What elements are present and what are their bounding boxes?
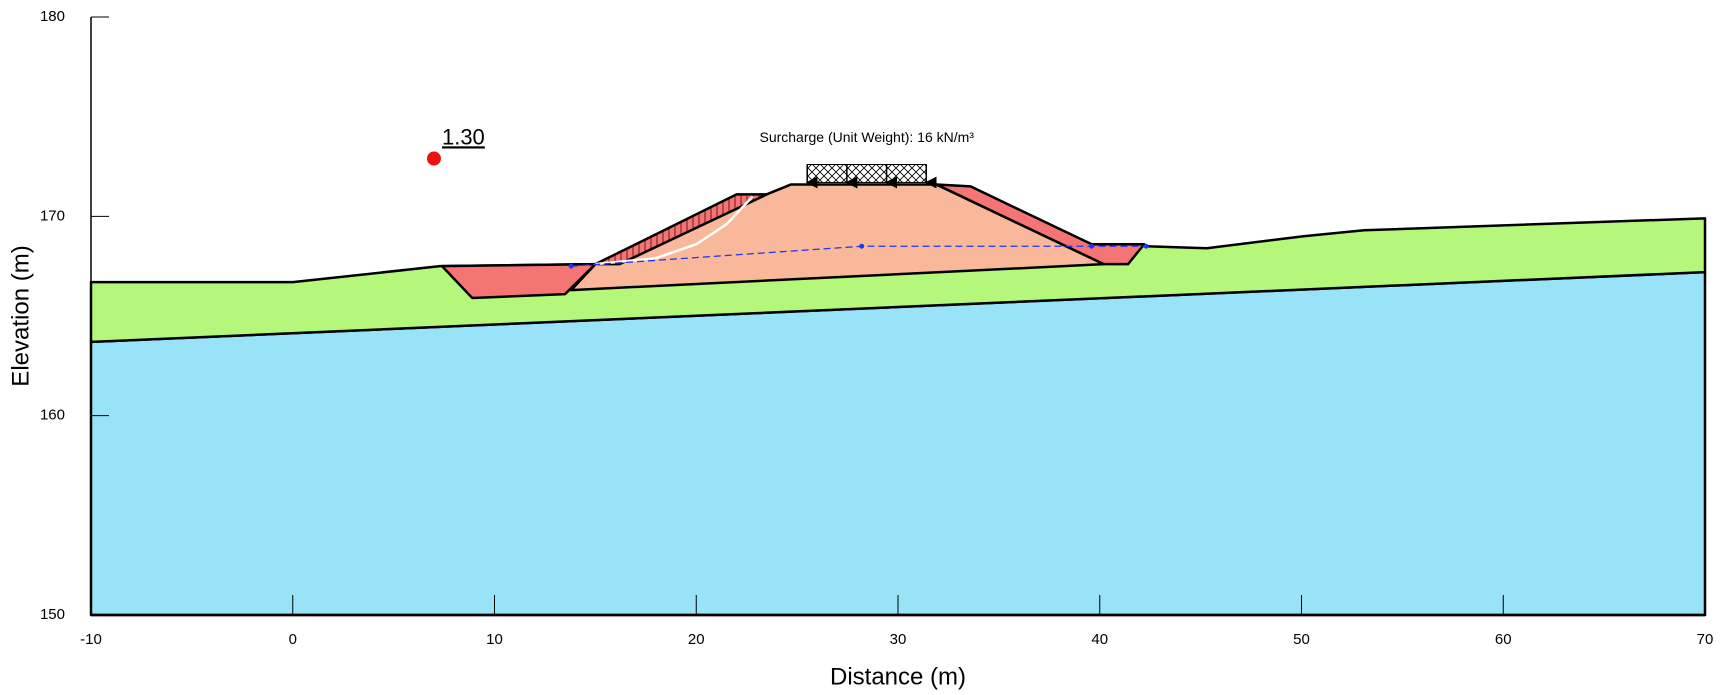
surcharge-label: Surcharge (Unit Weight): 16 kN/m³	[759, 129, 974, 145]
x-tick-label: 60	[1495, 631, 1512, 648]
x-tick-label: 70	[1697, 631, 1714, 648]
piezometric-point	[859, 244, 864, 249]
x-tick-label: -10	[80, 631, 102, 648]
x-tick-label: 10	[486, 631, 503, 648]
chart: Distance (m) Elevation (m) Surcharge (Un…	[0, 0, 1725, 695]
x-tick-label: 50	[1293, 631, 1310, 648]
x-tick-label: 20	[688, 631, 705, 648]
y-axis-title: Elevation (m)	[7, 245, 34, 386]
y-tick-label: 180	[40, 8, 65, 25]
x-tick-label: 40	[1091, 631, 1108, 648]
x-axis-title: Distance (m)	[830, 663, 966, 690]
piezometric-point	[1144, 244, 1149, 249]
y-tick-label: 160	[40, 407, 65, 424]
y-tick-label: 170	[40, 207, 65, 224]
slip-center	[427, 152, 441, 166]
x-tick-label: 0	[289, 631, 297, 648]
factor-of-safety: 1.30	[442, 124, 485, 149]
piezometric-point	[569, 264, 574, 269]
piezometric-point	[1089, 244, 1094, 249]
y-tick-label: 150	[40, 606, 65, 623]
surcharge-load	[807, 165, 926, 183]
x-tick-label: 30	[890, 631, 907, 648]
